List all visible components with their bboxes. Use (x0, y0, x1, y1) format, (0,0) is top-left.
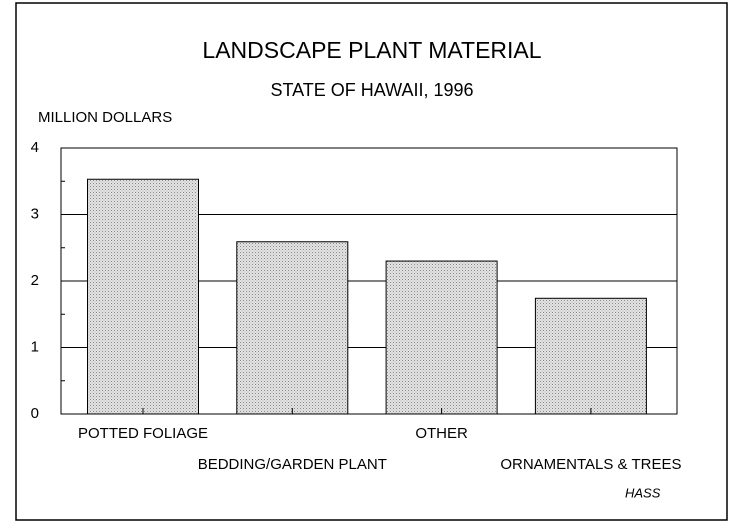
y-tick-label: 0 (31, 405, 39, 422)
source-note: HASS (625, 485, 661, 500)
y-tick-label: 2 (31, 272, 39, 289)
chart-title: LANDSCAPE PLANT MATERIAL (202, 37, 541, 63)
bar (385, 260, 498, 415)
y-axis-label: MILLION DOLLARS (38, 109, 172, 126)
x-tick-label: BEDDING/GARDEN PLANT (198, 456, 387, 473)
x-tick-label: ORNAMENTALS & TREES (500, 456, 681, 473)
bar (534, 297, 647, 415)
y-tick-label: 1 (31, 338, 39, 355)
x-tick-label: OTHER (415, 425, 468, 442)
chart-subtitle: STATE OF HAWAII, 1996 (270, 80, 473, 100)
bar (87, 178, 199, 415)
bar (236, 241, 349, 415)
y-tick-label: 4 (31, 139, 39, 156)
y-tick-label: 3 (31, 205, 39, 222)
x-tick-label: POTTED FOLIAGE (78, 425, 208, 442)
frame (15, 2, 728, 521)
